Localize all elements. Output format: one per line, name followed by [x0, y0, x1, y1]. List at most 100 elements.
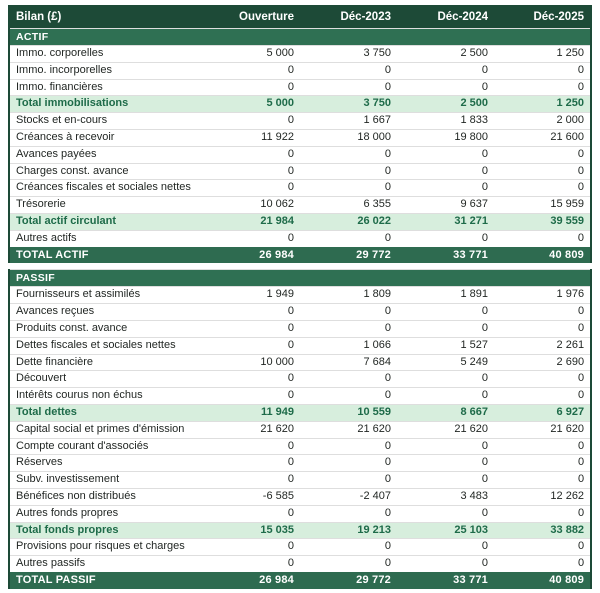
cell-capital-social-et-primes-d-emission-col2: 21 620: [397, 420, 494, 439]
cell-stocks-et-en-cours-col1: 1 667: [300, 112, 397, 130]
row-label-decouvert: Découvert: [9, 370, 203, 388]
cell-tresorerie-col0: 10 062: [203, 196, 300, 214]
cell-creances-fiscales-et-sociales-nettes-col3: 0: [494, 179, 591, 197]
cell-provisions-pour-risques-et-charges-col3: 0: [494, 538, 592, 556]
bilan-table-actif: Bilan (£) Ouverture Déc-2023 Déc-2024 Dé…: [8, 5, 592, 264]
table-row-total-fonds-propres: Total fonds propres 15 035 19 213 25 103 33 …: [9, 521, 592, 539]
cell-decouvert-col1: 0: [300, 370, 397, 388]
row-label-interets-courus-non-echus: Intérêts courus non échus: [9, 387, 203, 405]
table-row-autres-actifs: Autres actifs 0 0 0 0: [9, 229, 591, 248]
cell-total-dettes-col2: 8 667: [397, 403, 494, 422]
cell-decouvert-col2: 0: [397, 370, 494, 388]
cell-total-passif-col1: 29 772: [300, 571, 397, 589]
cell-autres-actifs-col1: 0: [300, 229, 397, 248]
cell-avances-recues-col2: 0: [397, 303, 494, 321]
table-row-dettes-fiscales-et-sociales-nettes: Dettes fiscales et sociales nettes 0 1 066…: [9, 336, 592, 355]
row-label-total-actif-circulant: Total actif circulant: [9, 212, 203, 231]
table-row-total-immobilisations: Total immobilisations 5 000 3 750 2 500 1 25…: [9, 95, 591, 113]
section-title-passif: PASSIF: [9, 269, 592, 287]
cell-total-passif-col2: 33 771: [397, 571, 494, 589]
table-row-subv-investissement: Subv. investissement 0 0 0 0: [9, 471, 592, 489]
table-row-interets-courus-non-echus: Intérêts courus non échus 0 0 0 0: [9, 387, 592, 405]
row-label-dette-financiere: Dette financière: [9, 353, 203, 371]
cell-creances-a-recevoir-col3: 21 600: [494, 128, 591, 147]
cell-total-actif-circulant-col0: 21 984: [203, 212, 300, 231]
cell-charges-const-avance-col0: 0: [203, 162, 300, 180]
cell-immo-corporelles-col1: 3 750: [300, 45, 397, 63]
table-row-immo-incorporelles: Immo. incorporelles 0 0 0 0: [9, 61, 591, 80]
cell-produits-const-avance-col0: 0: [203, 319, 300, 338]
cell-avances-recues-col0: 0: [203, 303, 300, 321]
cell-total-fonds-propres-col1: 19 213: [300, 521, 397, 539]
row-label-stocks-et-en-cours: Stocks et en-cours: [9, 112, 203, 130]
table-row-immo-financieres: Immo. financières 0 0 0 0: [9, 78, 591, 96]
cell-creances-a-recevoir-col0: 11 922: [203, 128, 300, 147]
table-row-creances-fiscales-et-sociales-nettes: Créances fiscales et sociales nettes 0 0 0 0: [9, 179, 591, 197]
cell-compte-courant-d-associes-col1: 0: [300, 437, 397, 455]
row-label-provisions-pour-risques-et-charges: Provisions pour risques et charges: [9, 538, 203, 556]
section-row-passif: PASSIF: [9, 269, 592, 287]
cell-total-actif-col2: 33 771: [397, 246, 494, 264]
cell-benefices-non-distribues-col1: -2 407: [300, 487, 397, 506]
row-label-charges-const-avance: Charges const. avance: [9, 162, 203, 180]
cell-autres-passifs-col0: 0: [203, 555, 300, 573]
cell-autres-fonds-propres-col0: 0: [203, 504, 300, 523]
cell-immo-financieres-col0: 0: [203, 78, 300, 96]
cell-creances-a-recevoir-col2: 19 800: [397, 128, 494, 147]
cell-autres-actifs-col3: 0: [494, 229, 591, 248]
cell-produits-const-avance-col1: 0: [300, 319, 397, 338]
row-label-fournisseurs-et-assimiles: Fournisseurs et assimilés: [9, 286, 203, 304]
cell-immo-financieres-col2: 0: [397, 78, 494, 96]
cell-benefices-non-distribues-col0: -6 585: [203, 487, 300, 506]
table-row-tresorerie: Trésorerie 10 062 6 355 9 637 15 959: [9, 196, 591, 214]
cell-total-actif-circulant-col2: 31 271: [397, 212, 494, 231]
table-row-decouvert: Découvert 0 0 0 0: [9, 370, 592, 388]
cell-creances-fiscales-et-sociales-nettes-col2: 0: [397, 179, 494, 197]
cell-total-fonds-propres-col2: 25 103: [397, 521, 494, 539]
column-header-dec-2023: Déc-2023: [300, 5, 397, 29]
cell-dette-financiere-col2: 5 249: [397, 353, 494, 371]
row-label-creances-fiscales-et-sociales-nettes: Créances fiscales et sociales nettes: [9, 179, 203, 197]
cell-stocks-et-en-cours-col0: 0: [203, 112, 300, 130]
cell-autres-fonds-propres-col2: 0: [397, 504, 494, 523]
cell-interets-courus-non-echus-col1: 0: [300, 387, 397, 405]
cell-immo-financieres-col1: 0: [300, 78, 397, 96]
cell-compte-courant-d-associes-col2: 0: [397, 437, 494, 455]
table-row-charges-const-avance: Charges const. avance 0 0 0 0: [9, 162, 591, 180]
cell-produits-const-avance-col3: 0: [494, 319, 592, 338]
row-label-autres-fonds-propres: Autres fonds propres: [9, 504, 203, 523]
cell-capital-social-et-primes-d-emission-col1: 21 620: [300, 420, 397, 439]
cell-dette-financiere-col3: 2 690: [494, 353, 592, 371]
cell-total-actif-circulant-col3: 39 559: [494, 212, 591, 231]
cell-subv-investissement-col1: 0: [300, 471, 397, 489]
row-label-benefices-non-distribues: Bénéfices non distribués: [9, 487, 203, 506]
cell-capital-social-et-primes-d-emission-col0: 21 620: [203, 420, 300, 439]
row-label-total-dettes: Total dettes: [9, 403, 203, 422]
cell-subv-investissement-col2: 0: [397, 471, 494, 489]
row-label-subv-investissement: Subv. investissement: [9, 471, 203, 489]
cell-creances-a-recevoir-col1: 18 000: [300, 128, 397, 147]
cell-autres-fonds-propres-col1: 0: [300, 504, 397, 523]
cell-autres-passifs-col3: 0: [494, 555, 592, 573]
cell-immo-corporelles-col3: 1 250: [494, 45, 591, 63]
cell-avances-payees-col2: 0: [397, 145, 494, 164]
row-label-produits-const-avance: Produits const. avance: [9, 319, 203, 338]
cell-produits-const-avance-col2: 0: [397, 319, 494, 338]
cell-avances-recues-col1: 0: [300, 303, 397, 321]
row-label-immo-corporelles: Immo. corporelles: [9, 45, 203, 63]
row-label-reserves: Réserves: [9, 454, 203, 472]
cell-provisions-pour-risques-et-charges-col1: 0: [300, 538, 397, 556]
cell-dettes-fiscales-et-sociales-nettes-col0: 0: [203, 336, 300, 355]
cell-capital-social-et-primes-d-emission-col3: 21 620: [494, 420, 592, 439]
cell-total-immobilisations-col0: 5 000: [203, 95, 300, 113]
section-title-actif: ACTIF: [9, 28, 591, 46]
cell-creances-fiscales-et-sociales-nettes-col0: 0: [203, 179, 300, 197]
row-label-total-actif: TOTAL ACTIF: [9, 246, 203, 264]
table-row-produits-const-avance: Produits const. avance 0 0 0 0: [9, 319, 592, 338]
cell-reserves-col1: 0: [300, 454, 397, 472]
cell-total-dettes-col0: 11 949: [203, 403, 300, 422]
table-row-total-passif: TOTAL PASSIF 26 984 29 772 33 771 40 809: [9, 571, 592, 589]
cell-immo-corporelles-col0: 5 000: [203, 45, 300, 63]
cell-dettes-fiscales-et-sociales-nettes-col2: 1 527: [397, 336, 494, 355]
table-row-avances-payees: Avances payées 0 0 0 0: [9, 145, 591, 164]
